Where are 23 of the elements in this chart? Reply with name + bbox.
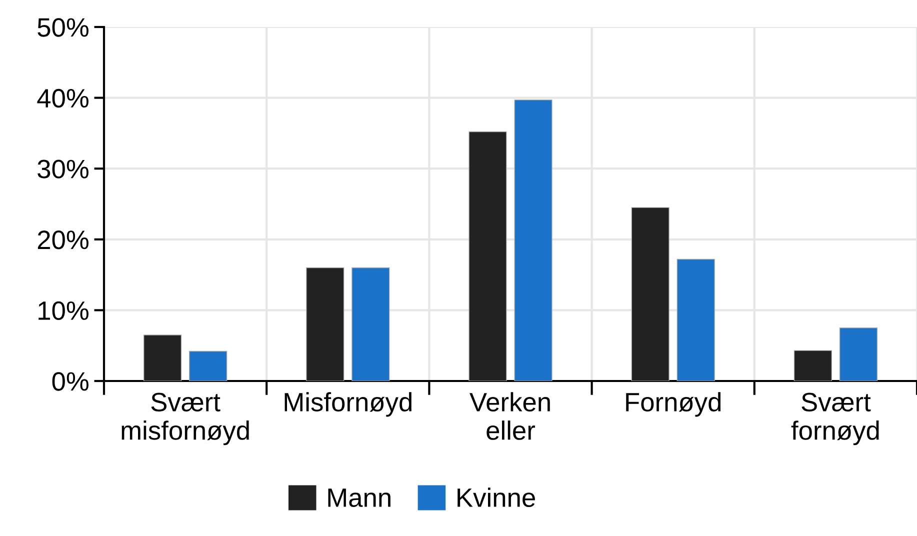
legend-label: Kvinne [458,488,535,508]
y-tick-label: 0% [52,372,88,391]
bar [189,350,228,381]
x-tick-label: Misfornøyd [284,392,412,417]
x-tick-label: Fornøyd [626,392,721,417]
bar [794,350,832,381]
y-tick-label: 20% [38,230,88,250]
y-tick-label: 40% [37,88,88,108]
bar [839,328,878,381]
x-tick-label: Verken eller [470,392,550,440]
bar [143,334,182,381]
y-tick-label: 30% [38,160,88,178]
x-tick-label: Svært misfornøyd [122,392,249,446]
y-tick-label: 10% [38,301,88,320]
legend-label: Mann [328,488,390,508]
bar [631,207,670,381]
bar [514,100,552,381]
bar [468,131,507,381]
bar [676,258,715,381]
bar [352,267,390,381]
bar [306,267,344,381]
x-tick-label: Svært fornøyd [791,392,879,446]
y-tick-label: 50% [38,18,88,37]
